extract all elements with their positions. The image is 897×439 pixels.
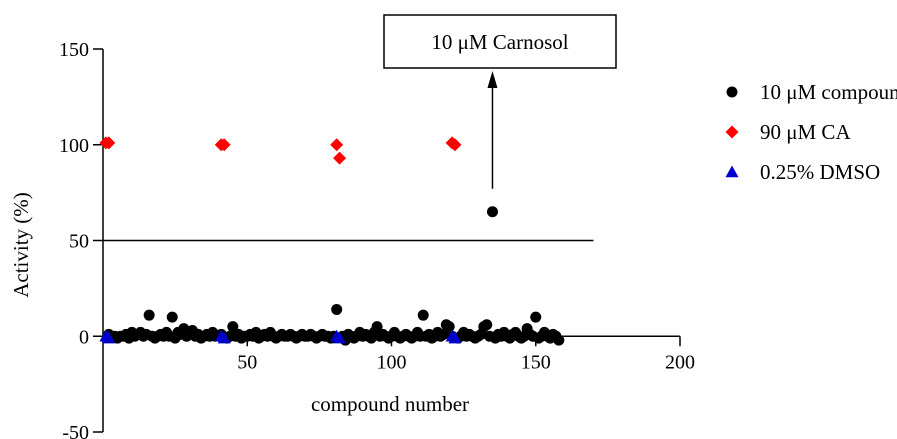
annotation-arrowhead <box>487 71 498 88</box>
annotation-box <box>383 14 617 69</box>
data-point <box>486 206 498 218</box>
data-point <box>481 319 493 331</box>
x-tick-label: 200 <box>665 351 695 373</box>
axes: 150 100 50 0 -50 50 100 150 200 <box>59 39 695 439</box>
legend-label: 90 μM CA <box>760 120 851 144</box>
series-circle <box>103 206 565 346</box>
data-point <box>443 321 455 333</box>
data-marks <box>99 136 565 346</box>
y-tick-label: 0 <box>79 326 89 348</box>
data-point <box>330 138 344 152</box>
data-point <box>217 331 231 344</box>
y-tick-label: -50 <box>62 422 89 439</box>
series-diamond <box>99 136 462 165</box>
data-point <box>102 331 116 344</box>
data-point <box>553 334 565 346</box>
data-point <box>333 151 347 165</box>
data-point <box>530 311 542 323</box>
legend-label: 0.25% DMSO <box>760 160 880 184</box>
legend-marker <box>725 125 739 139</box>
data-point <box>217 138 231 152</box>
data-point <box>102 136 116 150</box>
legend: 10 μM compounds 90 μM CA 0.25% DMSO <box>725 80 897 184</box>
x-axis-label: compound number <box>311 392 469 416</box>
data-point <box>166 311 178 323</box>
data-point <box>448 138 462 152</box>
legend-marker <box>725 165 739 178</box>
data-point <box>227 321 239 333</box>
data-point <box>417 309 429 321</box>
data-point <box>371 321 383 333</box>
x-tick-label: 100 <box>377 351 407 373</box>
data-point <box>448 331 462 344</box>
data-point <box>437 328 449 340</box>
series-triangle <box>99 329 462 344</box>
y-tick-label: 50 <box>69 231 89 253</box>
y-tick-label: 150 <box>59 39 89 61</box>
x-tick-label: 150 <box>521 351 551 373</box>
annotation-group: 10 μM Carnosol <box>383 14 617 189</box>
data-point <box>143 309 155 321</box>
legend-marker <box>726 86 738 98</box>
y-axis-label: Activity (%) <box>9 192 33 298</box>
x-tick-label: 50 <box>237 351 257 373</box>
y-tick-label: 100 <box>59 135 89 157</box>
data-point <box>331 303 343 315</box>
annotation-text: 10 μM Carnosol <box>431 30 568 54</box>
legend-label: 10 μM compounds <box>760 80 897 104</box>
data-point <box>333 331 347 344</box>
